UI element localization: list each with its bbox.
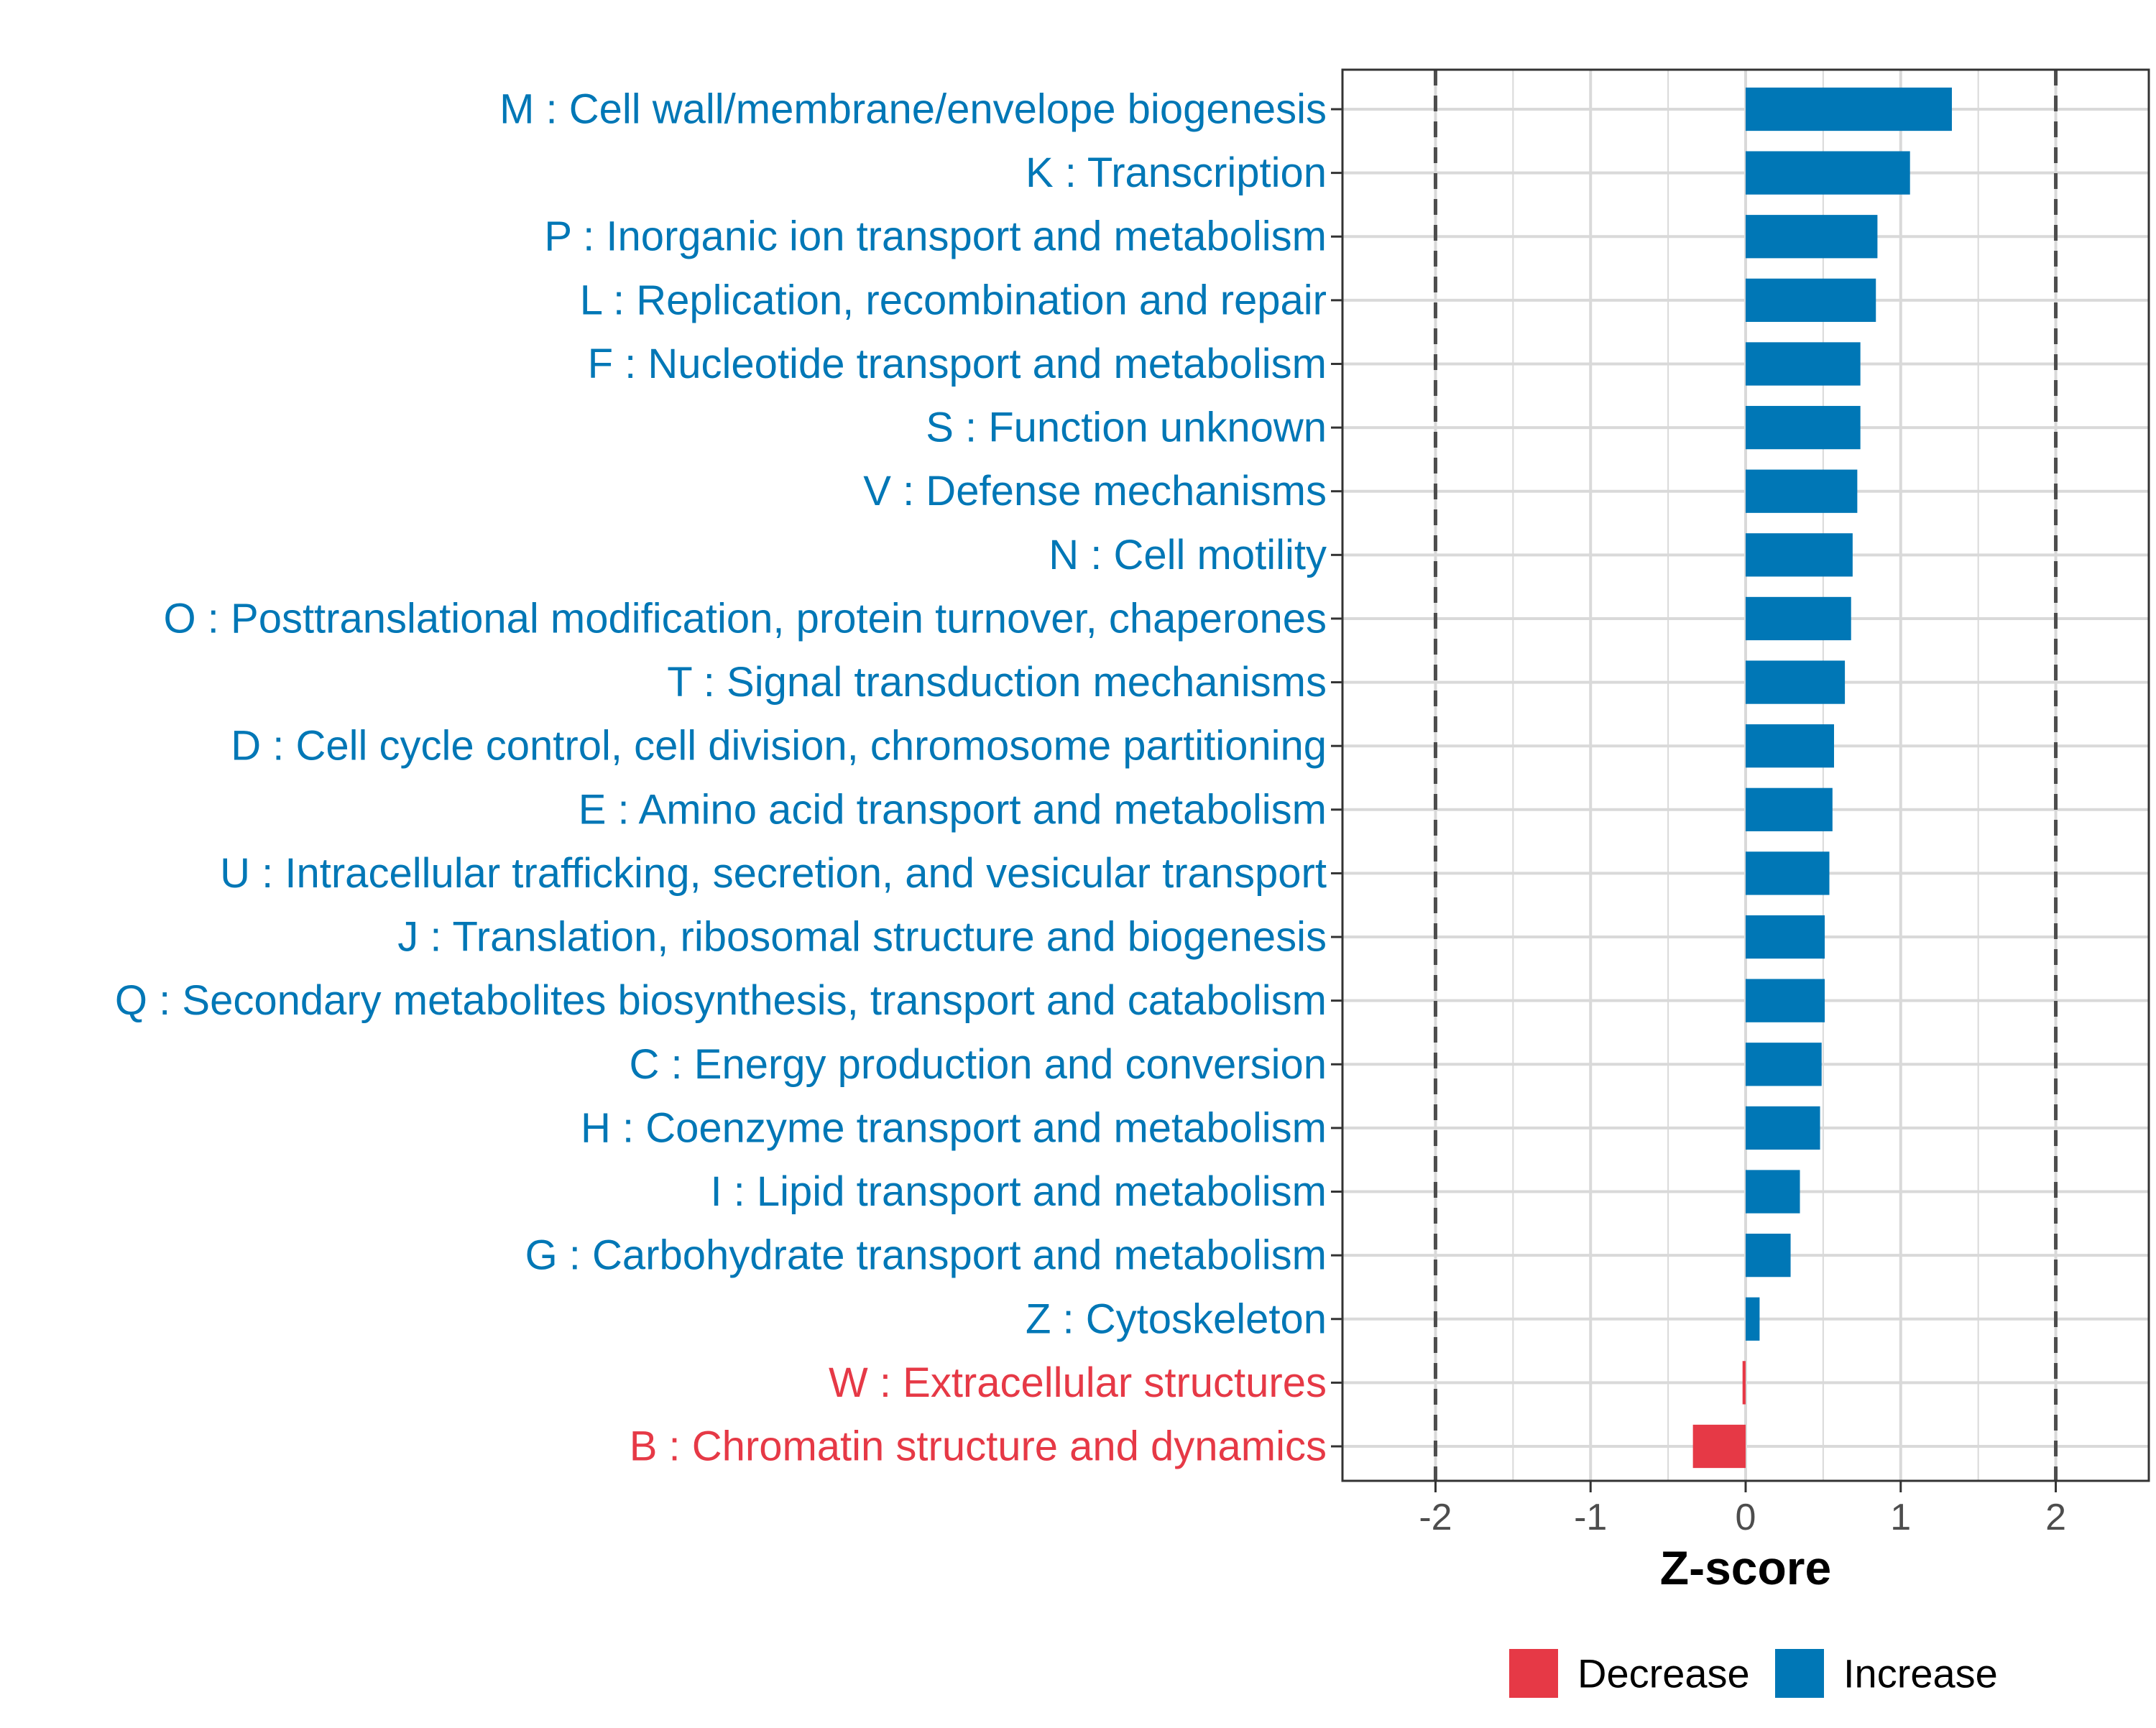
category-label: E : Amino acid transport and metabolism [579, 786, 1327, 833]
x-tick-label: -2 [1419, 1497, 1452, 1538]
category-label: J : Translation, ribosomal structure and… [397, 914, 1327, 961]
reference-lines [1433, 70, 2058, 1481]
category-label: F : Nucleotide transport and metabolism [588, 341, 1327, 387]
bar [1746, 278, 1876, 322]
category-label: B : Chromatin structure and dynamics [630, 1423, 1327, 1470]
category-label: N : Cell motility [1049, 532, 1327, 578]
category-label: O : Posttranslational modification, prot… [164, 595, 1327, 642]
bar [1746, 1106, 1820, 1150]
x-tick-label: 2 [2045, 1497, 2066, 1538]
category-label: V : Defense mechanisms [863, 468, 1327, 514]
legend: Decrease Increase [1509, 1649, 1998, 1698]
x-tick-label: 0 [1736, 1497, 1756, 1538]
bar [1692, 1424, 1746, 1469]
bar [1746, 851, 1830, 895]
bars [1692, 87, 1952, 1469]
category-label: L : Replication, recombination and repai… [580, 277, 1327, 323]
bar [1746, 151, 1910, 195]
category-label: D : Cell cycle control, cell division, c… [231, 723, 1327, 770]
bar [1746, 1043, 1822, 1086]
bar [1746, 215, 1878, 259]
x-tick-label: -1 [1574, 1497, 1607, 1538]
bar [1746, 87, 1952, 131]
category-label: I : Lipid transport and metabolism [710, 1168, 1327, 1215]
legend-label: Increase [1843, 1651, 1998, 1696]
bar [1746, 1234, 1791, 1277]
bar [1746, 787, 1833, 831]
bar [1746, 1170, 1800, 1214]
bar [1742, 1361, 1746, 1405]
bar [1746, 405, 1861, 450]
bar [1746, 469, 1858, 513]
category-label: S : Function unknown [926, 405, 1327, 451]
bar [1746, 533, 1853, 577]
bar [1746, 979, 1825, 1022]
bar [1746, 342, 1861, 386]
category-label: Z : Cytoskeleton [1026, 1295, 1327, 1342]
bar [1746, 1297, 1760, 1341]
category-label: C : Energy production and conversion [630, 1041, 1327, 1088]
bar [1746, 660, 1846, 704]
x-axis-ticks: -2 -1 0 1 2 [1419, 1481, 2066, 1538]
category-label: K : Transcription [1026, 149, 1327, 196]
category-labels: M : Cell wall/membrane/envelope biogenes… [115, 86, 1327, 1470]
category-label: H : Coenzyme transport and metabolism [581, 1104, 1327, 1151]
bar [1746, 596, 1851, 641]
category-label: P : Inorganic ion transport and metaboli… [544, 213, 1327, 260]
category-label: W : Extracellular structures [829, 1359, 1327, 1406]
category-label: Q : Secondary metabolites biosynthesis, … [115, 977, 1327, 1024]
legend-swatch [1509, 1649, 1558, 1698]
bar [1746, 724, 1834, 768]
x-tick-label: 1 [1890, 1497, 1911, 1538]
x-axis-title: Z-score [1660, 1541, 1831, 1594]
bar [1746, 915, 1825, 959]
category-label: M : Cell wall/membrane/envelope biogenes… [499, 86, 1327, 133]
legend-swatch [1775, 1649, 1824, 1698]
category-label: U : Intracellular trafficking, secretion… [220, 850, 1327, 897]
y-axis-ticks [1331, 108, 1342, 1448]
category-label: G : Carbohydrate transport and metabolis… [525, 1232, 1327, 1279]
legend-label: Decrease [1577, 1651, 1750, 1696]
category-label: T : Signal transduction mechanisms [667, 659, 1327, 706]
